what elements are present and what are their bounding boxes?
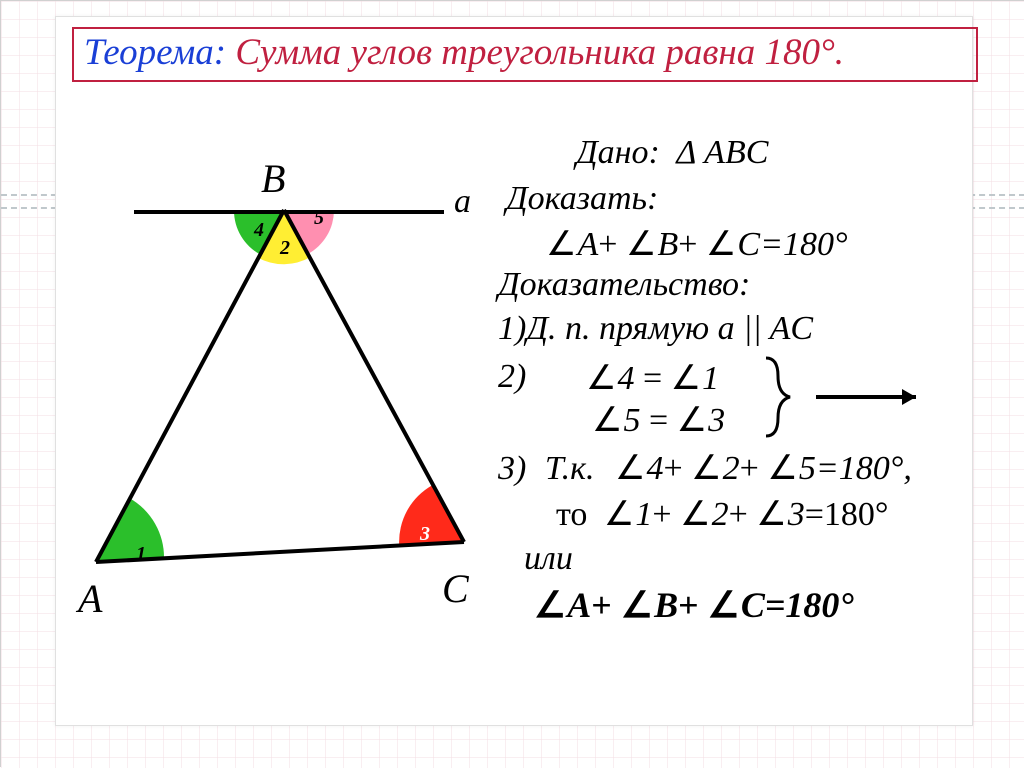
proof-step-2-label: 2) (498, 358, 526, 396)
s3-num: 3) (498, 450, 526, 487)
angle-3-fill (399, 485, 464, 545)
brace-and-arrow (756, 352, 956, 442)
s3-then: то (556, 496, 587, 533)
proof-step-3: 3) Т.к. 4+ 2+ 5=180°, (498, 448, 912, 488)
prove-ang-a: A (546, 226, 598, 263)
s3-prefix: Т.к. (545, 450, 595, 487)
theorem-label: Теорема: (84, 32, 226, 73)
proof-step-2-line2: 5 = 3 (592, 400, 725, 440)
line-a-label: a (454, 183, 471, 220)
s3-a1: 4 (615, 450, 663, 487)
vertex-label-b: B (261, 156, 285, 201)
proof-step-1: 1)Д. п. прямую a || AC (498, 310, 813, 348)
s3-b3: 3 (756, 496, 804, 533)
s2-l1-lhs: 4 (586, 360, 634, 397)
prove-ang-b: B (626, 226, 678, 263)
s3-a3: 5 (767, 450, 815, 487)
proof-step-2-line1: 4 = 1 (586, 358, 719, 398)
given-value: Δ ABC (676, 134, 768, 171)
angle-label-2: 2 (279, 237, 290, 259)
c-c: C (708, 585, 765, 625)
c-eq: =180° (765, 585, 854, 625)
content-card: Теорема: Сумма углов треугольника равна … (55, 16, 973, 726)
given-line: Дано: Δ ABC (576, 134, 768, 172)
vertex-label-c: C (442, 566, 470, 611)
c-b: B (621, 585, 678, 625)
proof-label: Доказательство: (498, 266, 750, 304)
proof-conclusion: A+ B+ C=180° (534, 584, 854, 626)
s3-eq2: =180° (805, 496, 889, 533)
prove-ang-c: C (706, 226, 760, 263)
proof-area: B A C a 4 2 5 1 3 Дано: Δ ABC Доказать: (56, 142, 972, 722)
given-label: Дано: (576, 134, 660, 171)
s2-l1-rhs: 1 (671, 360, 719, 397)
s3-a2: 2 (691, 450, 739, 487)
s2-l2-lhs: 5 (592, 402, 640, 439)
vertex-label-a: A (75, 576, 103, 621)
c-a: A (534, 585, 591, 625)
side-bc (284, 210, 464, 542)
triangle-diagram: B A C a 4 2 5 1 3 (66, 142, 506, 622)
slide: Теорема: Сумма углов треугольника равна … (0, 0, 1024, 767)
prove-label: Доказать: (506, 180, 658, 218)
s2-l2-rhs: 3 (677, 402, 725, 439)
theorem-box: Теорема: Сумма углов треугольника равна … (72, 27, 978, 82)
angle-label-4: 4 (253, 219, 264, 241)
angle-label-5: 5 (314, 207, 324, 229)
proof-or: или (524, 540, 573, 578)
prove-expression: A+ B+ C=180° (546, 224, 848, 264)
theorem-text: Сумма углов треугольника равна 180°. (235, 32, 844, 73)
angle-label-3: 3 (419, 523, 430, 545)
s3-b1: 1 (604, 496, 652, 533)
angle-1-fill (96, 498, 164, 562)
side-ab (96, 210, 284, 562)
angle-label-1: 1 (136, 543, 146, 565)
proof-step-3b: то 1+ 2+ 3=180° (556, 494, 889, 534)
s3-eq: =180°, (816, 450, 912, 487)
prove-eq: =180° (760, 226, 848, 263)
s3-b2: 2 (680, 496, 728, 533)
